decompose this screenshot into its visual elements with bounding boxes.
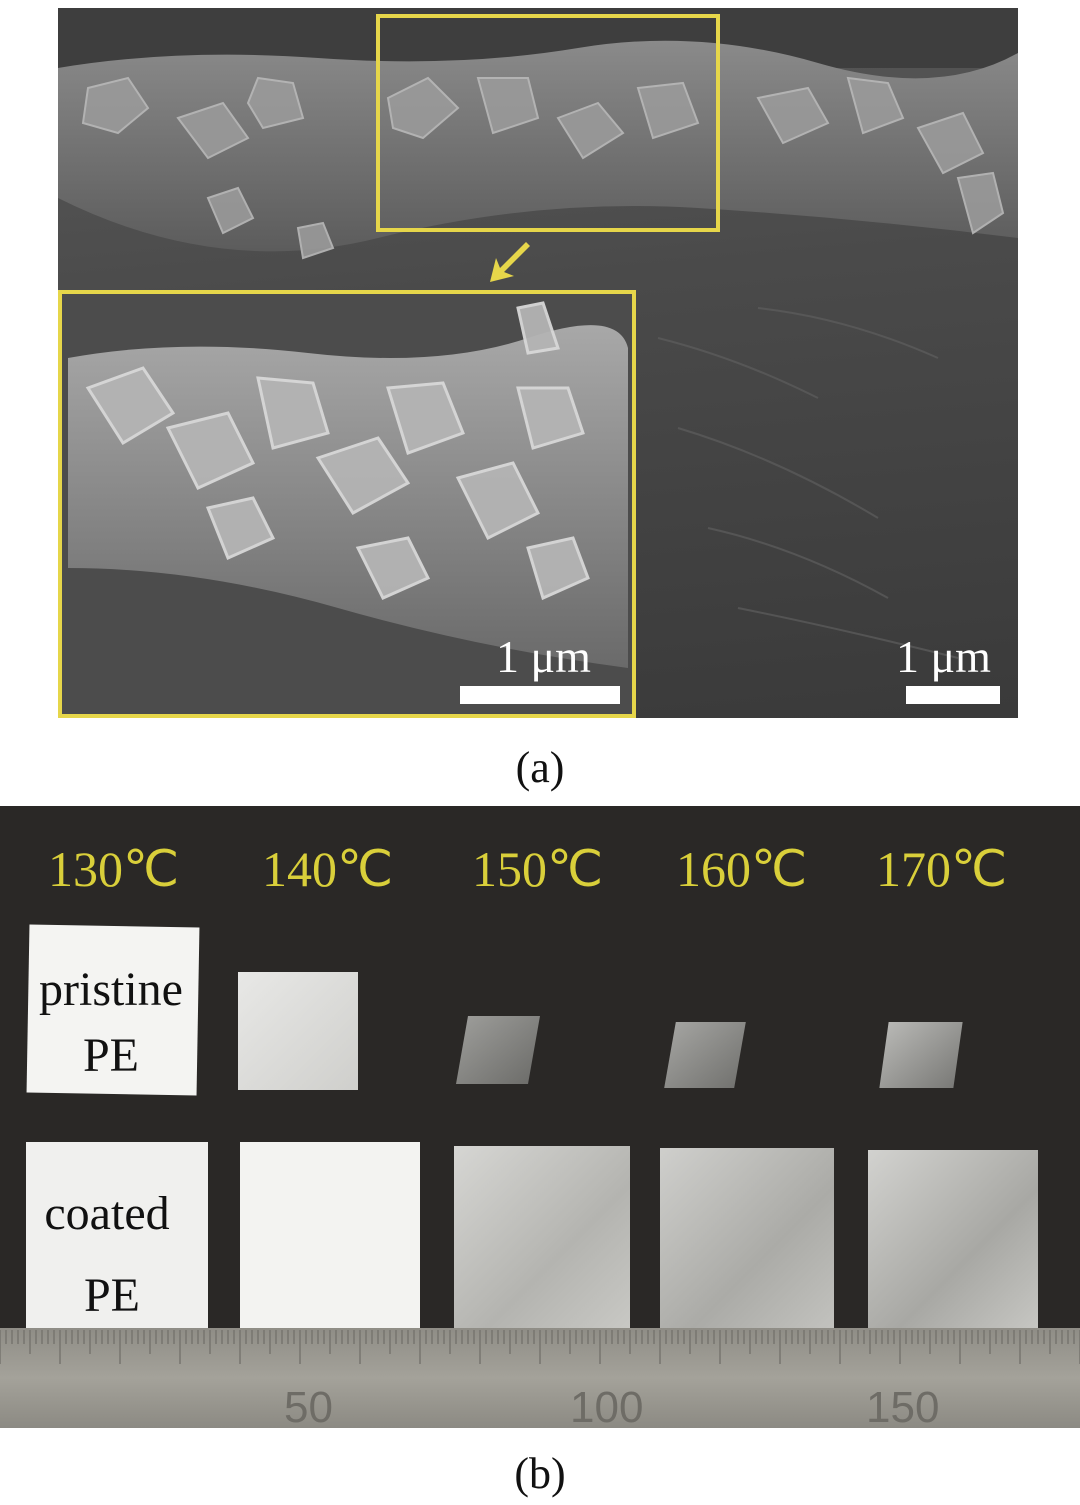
coated-film-150: [454, 1146, 630, 1328]
ruler: 50 100 150: [0, 1328, 1080, 1428]
pristine-label-line1: pristine: [39, 963, 183, 1016]
ruler-number-100: 100: [570, 1383, 644, 1429]
caption-b: (b): [514, 1449, 566, 1498]
main-scale-label: 1 μm: [896, 631, 991, 682]
coated-label-line1: coated: [44, 1187, 170, 1240]
sample-photo: 130℃ 140℃ 150℃ 160℃ 170℃ pristine PE coa…: [0, 806, 1080, 1428]
sem-micrograph: 1 μm 1 μm: [58, 8, 1018, 718]
zoom-region-box: [376, 14, 720, 232]
sem-texture: [58, 8, 1018, 714]
pristine-film-160: [664, 1022, 746, 1088]
temperature-label-170: 170℃: [876, 841, 1008, 897]
coated-film-130: [26, 1142, 208, 1328]
temperature-label-130: 130℃: [48, 841, 180, 897]
inset-scale-bar: [460, 686, 620, 704]
temperature-label-160: 160℃: [676, 841, 808, 897]
ruler-number-50: 50: [284, 1383, 333, 1429]
coated-film-170: [868, 1150, 1038, 1328]
coated-film-160: [660, 1148, 834, 1328]
inset-scale-label: 1 μm: [496, 631, 591, 682]
arrow-icon: [490, 242, 530, 282]
pristine-label-line2: PE: [82, 1029, 139, 1082]
caption-a: (a): [515, 743, 565, 792]
temperature-label-150: 150℃: [472, 841, 604, 897]
main-scale-bar: [906, 686, 1000, 704]
ruler-ticks: [0, 1330, 1080, 1364]
inset-frame: [58, 290, 636, 718]
ruler-number-150: 150: [866, 1383, 940, 1429]
coated-film-140: [240, 1142, 420, 1328]
coated-label-line2: PE: [83, 1269, 140, 1322]
temperature-label-140: 140℃: [262, 841, 394, 897]
pristine-film-140: [238, 972, 358, 1090]
pristine-film-150: [456, 1016, 540, 1084]
pristine-film-170: [879, 1022, 963, 1088]
